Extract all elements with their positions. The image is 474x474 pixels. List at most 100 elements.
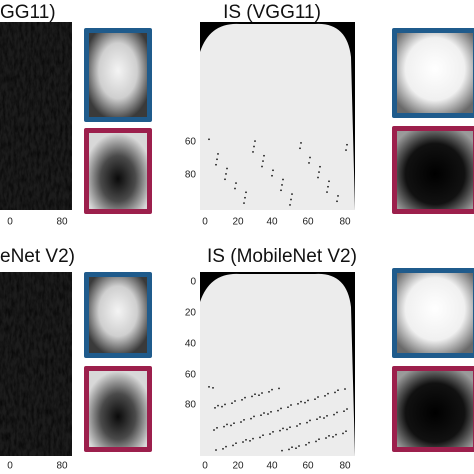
saliency-speck: [290, 404, 292, 406]
saliency-speck: [216, 427, 218, 429]
saliency-speck: [270, 411, 272, 413]
thumbnail-image: [397, 131, 473, 209]
x-tick-label: 40: [266, 461, 278, 472]
saliency-speck: [306, 421, 308, 424]
saliency-speck: [323, 417, 325, 419]
saliency-speck: [259, 436, 261, 439]
saliency-speck: [346, 143, 348, 146]
saliency-speck: [243, 202, 245, 204]
x-tick-label: 80: [56, 461, 68, 472]
saliency-speck: [332, 436, 334, 438]
saliency-speck: [271, 388, 273, 391]
saliency-speck: [278, 387, 280, 390]
saliency-speck: [253, 145, 255, 148]
saliency-speck: [231, 402, 233, 404]
saliency-speck: [344, 388, 346, 390]
saliency-speck: [316, 418, 318, 420]
saliency-speck: [319, 165, 321, 168]
saliency-speck: [300, 142, 302, 144]
saliency-speck: [309, 419, 311, 422]
saliency-speck: [291, 193, 293, 195]
saliency-speck: [297, 403, 299, 405]
saliency-speck: [271, 174, 273, 177]
saliency-speck: [250, 417, 252, 420]
saliency-speck: [305, 444, 307, 446]
heatmap-texture: [0, 272, 72, 456]
saliency-speck: [272, 169, 274, 172]
y-tick-label: 60: [185, 370, 197, 381]
thumbnail-image: [89, 371, 147, 447]
saliency-speck: [334, 391, 336, 394]
saliency-speck: [254, 140, 256, 142]
saliency-speck: [317, 176, 319, 179]
saliency-speck: [208, 386, 210, 388]
saliency-speck: [299, 147, 301, 150]
saliency-speck: [345, 149, 347, 151]
saliency-speck: [244, 396, 246, 399]
saliency-speck: [241, 399, 243, 401]
saliency-speck: [328, 180, 330, 183]
saliency-speck: [243, 419, 245, 421]
saliency-speck: [232, 444, 234, 447]
saliency-speck: [318, 438, 320, 440]
saliency-speck: [242, 441, 244, 443]
saliency-speck: [217, 404, 219, 407]
saliency-speck: [308, 162, 310, 164]
saliency-speck: [213, 429, 215, 431]
saliency-speck: [244, 196, 246, 199]
saliency-speck: [245, 191, 247, 194]
saliency-speck: [233, 422, 235, 424]
saliency-speck: [208, 138, 210, 141]
saliency-speck: [279, 429, 281, 432]
saliency-speck: [225, 445, 227, 448]
saliency-speck: [226, 167, 228, 170]
saliency-speck: [234, 400, 236, 402]
x-tick-label: 0: [202, 461, 208, 472]
heatmap-texture: [0, 22, 72, 210]
saliency-speck: [336, 200, 338, 203]
saliency-speck: [295, 447, 297, 449]
x-tick-label: 60: [302, 461, 314, 472]
saliency-speck: [217, 153, 219, 155]
saliency-speck: [277, 409, 279, 412]
saliency-speck: [272, 431, 274, 433]
saliency-speck: [337, 195, 339, 197]
panel-title: eNet V2): [0, 246, 75, 267]
saliency-speck: [215, 163, 217, 166]
saliency-speck: [253, 415, 255, 418]
saliency-speck: [286, 428, 288, 431]
saliency-speck: [230, 424, 232, 427]
x-tick-label: 20: [232, 461, 244, 472]
panel-title: IS (VGG11): [223, 2, 321, 23]
panel-title: GG11): [0, 2, 56, 23]
saliency-speck: [267, 413, 269, 415]
saliency-speck: [262, 434, 264, 436]
saliency-speck: [221, 405, 223, 408]
thumbnail-image: [397, 371, 473, 447]
y-tick-label: 80: [185, 170, 197, 181]
y-tick-label: 20: [185, 308, 197, 319]
saliency-speck: [252, 151, 254, 153]
saliency-speck: [282, 178, 284, 181]
saliency-speck: [335, 433, 337, 436]
saliency-speck: [258, 394, 260, 396]
saliency-speck: [225, 173, 227, 175]
saliency-speck: [327, 392, 329, 395]
saliency-speck: [287, 406, 289, 408]
saliency-speck: [263, 412, 265, 414]
saliency-speck: [261, 392, 263, 394]
saliency-speck: [343, 410, 345, 412]
saliency-speck: [325, 437, 327, 439]
saliency-speck: [235, 182, 237, 184]
saliency-speck: [296, 425, 298, 427]
thumbnail-image: [89, 277, 147, 353]
saliency-speck: [309, 156, 311, 159]
saliency-speck: [226, 423, 228, 426]
saliency-speck: [261, 165, 263, 168]
x-tick-label: 0: [202, 217, 208, 228]
saliency-speck: [288, 448, 290, 451]
saliency-speck: [216, 158, 218, 161]
x-tick-label: 80: [339, 461, 351, 472]
saliency-speck: [327, 185, 329, 188]
saliency-region: [200, 23, 355, 210]
